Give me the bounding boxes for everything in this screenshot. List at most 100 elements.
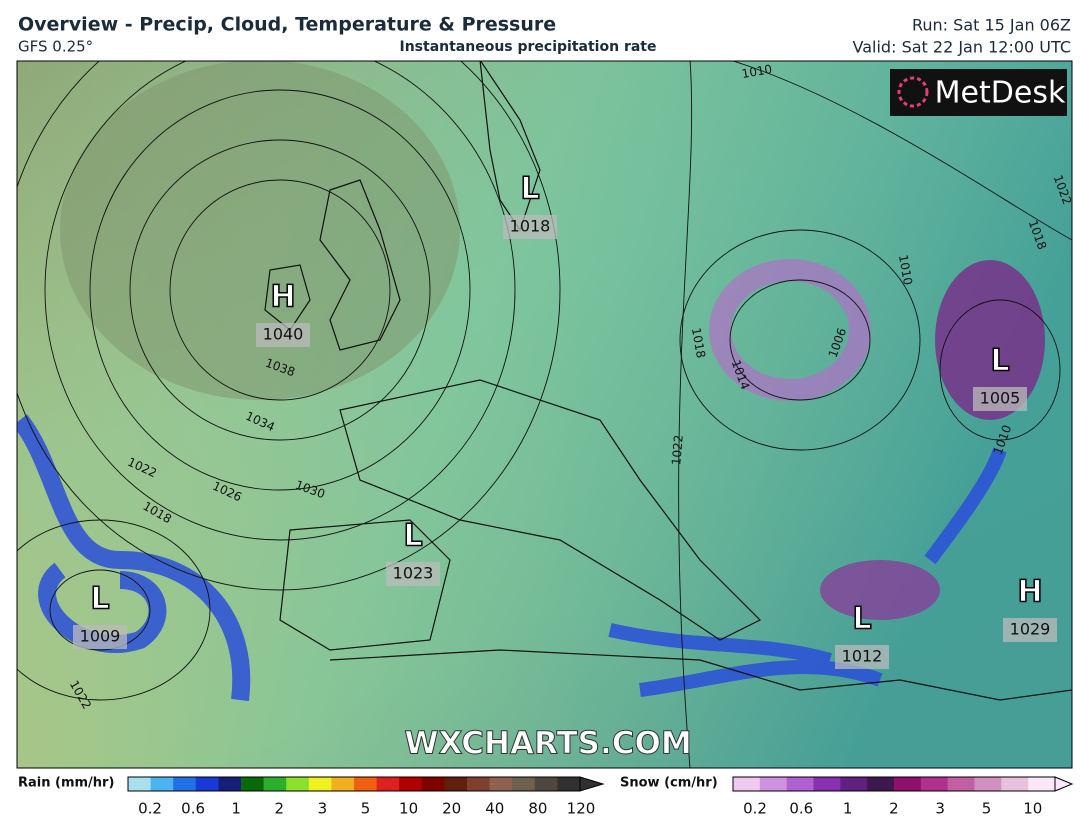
pressure-symbol: H xyxy=(270,280,295,315)
legend-swatch xyxy=(444,777,468,791)
rain-tick-label: 20 xyxy=(442,800,461,818)
legend-bars xyxy=(127,776,1074,792)
legend-swatch xyxy=(308,777,332,791)
isobar-label: 1018 xyxy=(689,327,708,360)
pressure-value-box xyxy=(1003,618,1057,642)
legend-swatch xyxy=(467,777,491,791)
valid: Valid: Sat 22 Jan 12:00 UTC xyxy=(853,38,1071,57)
logo-text: MetDesk xyxy=(935,76,1066,111)
legend-swatch xyxy=(218,777,242,791)
pressure-symbol: L xyxy=(852,602,871,637)
pressure-symbol: L xyxy=(90,582,109,617)
legend-swatch xyxy=(920,777,949,791)
rain-legend-title: Rain (mm/hr) xyxy=(18,776,114,791)
rain-band xyxy=(608,447,1007,697)
legend-swatch xyxy=(557,777,581,791)
rain-tick-label: 10 xyxy=(399,800,418,818)
logo-icon xyxy=(897,76,929,108)
legend-swatch xyxy=(286,777,310,791)
snow-area xyxy=(709,259,871,401)
rain-tick-label: 3 xyxy=(318,800,328,818)
logo: MetDesk xyxy=(890,69,1067,116)
snow-area xyxy=(935,260,1045,420)
pressure-value-box xyxy=(386,562,440,586)
legend-swatch xyxy=(534,777,558,791)
map xyxy=(17,61,1072,768)
pressure-symbol: H xyxy=(1017,575,1042,610)
legend-swatch xyxy=(786,777,814,791)
snow-tick-label: 0.2 xyxy=(743,800,767,818)
legend-swatch xyxy=(489,777,513,791)
rain-tick-label: 120 xyxy=(567,800,596,818)
legend-swatch xyxy=(894,777,922,791)
isobars xyxy=(17,61,1072,768)
rain-tick-label: 5 xyxy=(361,800,371,818)
watermark: WXCHARTS.COM xyxy=(404,726,691,762)
legend-swatch xyxy=(241,777,265,791)
subtitle: Instantaneous precipitation rate xyxy=(400,39,657,55)
legend-swatch xyxy=(173,777,197,791)
legend-swatch xyxy=(759,777,788,791)
snow-tick-label: 2 xyxy=(889,800,899,818)
legend-arrow xyxy=(1054,776,1074,792)
rain-tick-label: 0.6 xyxy=(181,800,205,818)
pressure-value: 1018 xyxy=(510,217,551,236)
snow-tick-label: 0.6 xyxy=(789,800,813,818)
legend-swatch xyxy=(399,777,423,791)
legend-swatch xyxy=(150,777,174,791)
legend-swatch xyxy=(813,777,841,791)
legend-swatch xyxy=(376,777,400,791)
pressure-symbol: L xyxy=(990,344,1009,379)
legend-swatch xyxy=(331,777,355,791)
legend-swatch xyxy=(195,777,219,791)
logo-box xyxy=(890,69,1067,116)
legend-swatch xyxy=(354,777,378,791)
pressure-value: 1009 xyxy=(80,627,121,646)
pressure-symbol: L xyxy=(520,172,539,207)
rain-tick-label: 40 xyxy=(485,800,504,818)
legend-swatch xyxy=(947,777,975,791)
isobar-label: 1010 xyxy=(896,254,915,287)
legend-swatch xyxy=(974,777,1002,791)
run: Run: Sat 15 Jan 06Z xyxy=(912,16,1071,35)
snow-tick-label: 5 xyxy=(982,800,992,818)
legend-swatch xyxy=(1001,777,1029,791)
snow-tick-label: 10 xyxy=(1023,800,1042,818)
pressure-value-box xyxy=(503,215,557,239)
legend-swatch xyxy=(421,777,445,791)
pressure-value: 1023 xyxy=(393,564,434,583)
rain-tick-label: 0.2 xyxy=(138,800,162,818)
isobar-label: 1010 xyxy=(741,62,774,81)
legend-arrow xyxy=(579,776,605,792)
legend-swatch xyxy=(867,777,895,791)
rain-tick-label: 80 xyxy=(528,800,547,818)
snow-area xyxy=(820,560,940,620)
legend-swatch xyxy=(263,777,287,791)
cloud xyxy=(60,61,460,400)
pressure-value-box xyxy=(973,387,1027,411)
legend-swatch xyxy=(512,777,536,791)
model: GFS 0.25° xyxy=(18,38,93,56)
snow-tick-label: 3 xyxy=(935,800,945,818)
pressure-symbol: L xyxy=(403,519,422,554)
pressure-value-box xyxy=(835,645,889,669)
legend-swatch xyxy=(1028,777,1056,791)
snow-legend-title: Snow (cm/hr) xyxy=(620,776,718,791)
title: Overview - Precip, Cloud, Temperature & … xyxy=(18,14,556,36)
legend-frame xyxy=(127,776,581,792)
legend-swatch xyxy=(733,777,761,791)
pressure-value: 1012 xyxy=(842,647,883,666)
rain-tick-label: 1 xyxy=(231,800,241,818)
legend-swatch xyxy=(128,777,152,791)
legend-swatch xyxy=(840,777,868,791)
pressure-value-box xyxy=(256,323,310,347)
pressure-value: 1040 xyxy=(263,325,304,344)
snow-tick-label: 1 xyxy=(843,800,853,818)
pressure-value: 1029 xyxy=(1010,620,1051,639)
map-frame xyxy=(16,60,1073,769)
pressure-value-box xyxy=(73,625,127,649)
legend-frame xyxy=(732,776,1056,792)
isobar-label: 1022 xyxy=(669,434,686,466)
pressure-value: 1005 xyxy=(980,389,1021,408)
